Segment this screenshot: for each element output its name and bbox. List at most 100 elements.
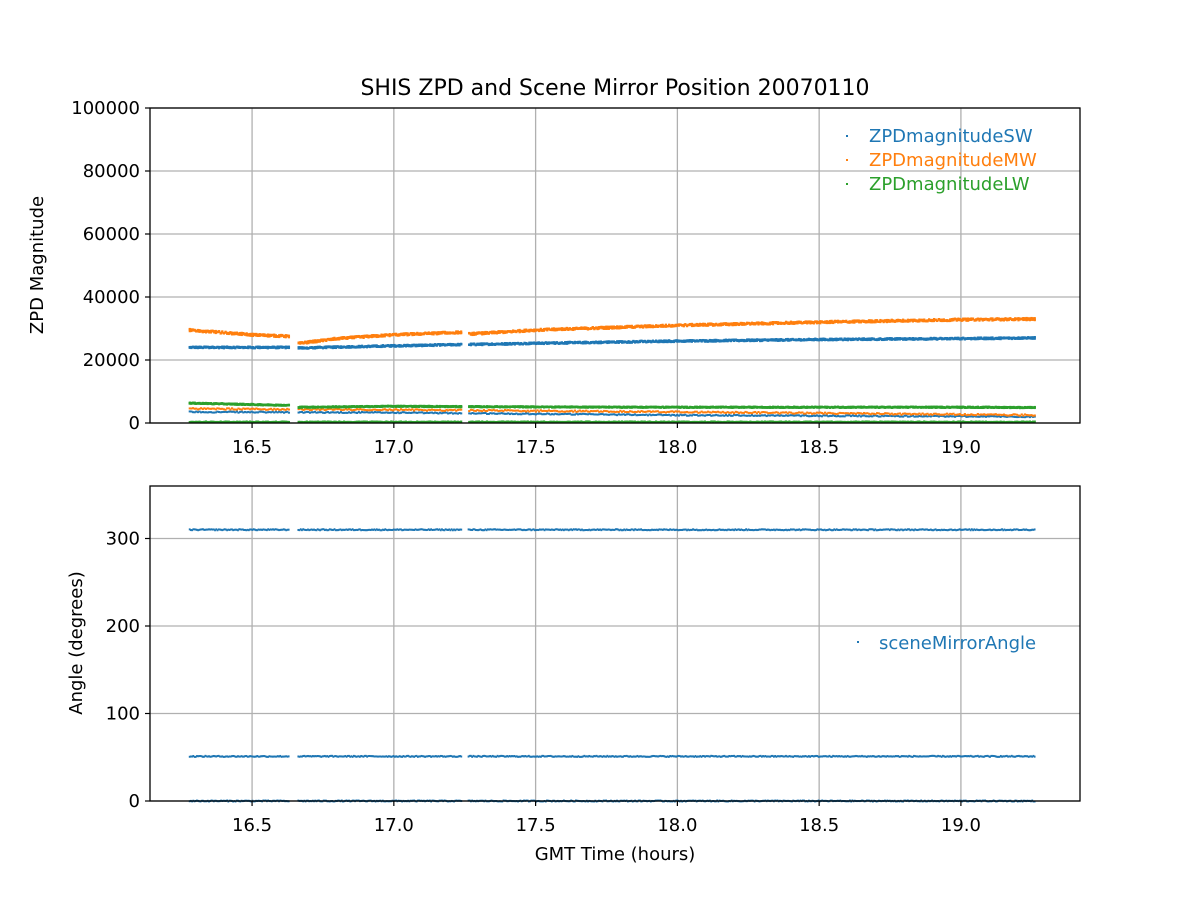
data-point [861,319,864,322]
data-point [698,339,702,342]
data-point [541,405,544,408]
data-point [796,338,799,342]
data-point [801,322,804,325]
data-point [991,413,994,416]
data-point [734,322,737,325]
data-point [921,319,924,323]
data-point [447,409,450,412]
data-point [268,335,271,338]
data-point [659,339,663,342]
data-point [531,409,534,412]
data-point [234,346,237,350]
data-point [950,318,953,322]
data-point [443,409,447,412]
data-point [707,322,710,326]
data-point [835,413,838,416]
data-point [377,334,380,337]
data-point [372,405,375,408]
data-point [677,340,680,343]
data-point [840,415,843,418]
data-point [757,414,760,417]
data-point [1010,318,1014,321]
data-point [469,343,472,347]
data-point [859,338,862,341]
data-point [383,420,386,423]
data-point [763,322,767,326]
data-point [786,321,789,325]
data-point [492,405,495,409]
data-point [370,335,373,339]
data-point [778,322,781,325]
data-point [503,405,507,409]
data-point [520,405,523,408]
data-point [422,412,425,415]
data-point [994,337,997,340]
data-point [484,342,487,346]
data-point [209,420,213,423]
data-point [393,345,396,348]
data-point [518,405,521,408]
data-point [1025,318,1028,321]
data-point [479,342,482,346]
data-point [820,411,823,414]
data-point [640,410,643,413]
data-point [672,411,676,414]
data-point [619,325,622,328]
data-point [778,414,781,417]
data-point [614,413,617,416]
data-point [612,413,615,416]
data-point [942,413,945,416]
data-point [471,405,474,409]
data-point [1015,337,1018,340]
data-point [945,319,949,322]
data-point [893,337,897,340]
data-point [757,411,760,414]
data-point [505,412,508,415]
data-point [352,421,356,424]
data-point [330,405,333,409]
data-point [484,332,487,336]
data-point [889,337,892,340]
data-point [830,412,833,415]
data-point [502,420,505,423]
data-point [559,410,562,413]
data-point [614,326,617,330]
data-point [331,338,334,341]
data-point [733,323,736,327]
data-point [404,411,408,414]
data-point [555,413,559,416]
data-point [866,415,869,418]
data-point [941,337,944,340]
data-point [266,420,269,423]
data-point [378,420,382,423]
data-point [898,412,901,415]
data-point [521,420,524,423]
data-point [882,320,885,324]
data-point [281,420,284,423]
data-point [845,337,848,341]
data-point [1010,413,1014,416]
data-point [312,420,315,423]
data-point [981,319,984,322]
data-point [931,413,934,416]
data-point [983,337,986,341]
data-point [950,336,953,340]
data-point [700,324,703,327]
data-point [455,412,458,415]
data-point [689,411,692,414]
data-point [382,404,385,408]
data-point [547,327,550,331]
data-point [235,403,239,406]
data-point [591,326,594,330]
data-point [531,341,534,345]
data-point [856,415,859,418]
data-point [770,338,773,341]
data-point [229,402,232,405]
data-point [929,413,932,416]
data-point [936,337,939,340]
data-point [642,413,645,416]
data-point [471,343,474,346]
data-point [559,406,562,409]
data-point [284,408,287,411]
data-point [216,402,219,405]
